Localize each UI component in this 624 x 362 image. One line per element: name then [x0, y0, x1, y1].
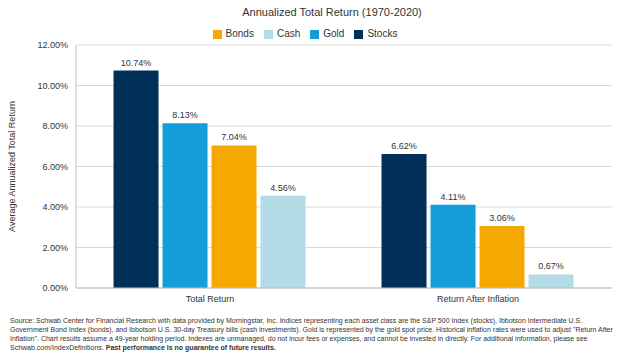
svg-text:10.74%: 10.74%: [121, 58, 152, 68]
svg-text:4.56%: 4.56%: [270, 183, 296, 193]
svg-text:4.00%: 4.00%: [42, 202, 68, 212]
html-text:Cash: Cash: [276, 28, 301, 39]
svg-text:8.00%: 8.00%: [42, 121, 68, 131]
svg-text:6.62%: 6.62%: [391, 141, 417, 151]
svg-text:6.00%: 6.00%: [42, 162, 68, 172]
svg-text:8.13%: 8.13%: [172, 110, 198, 120]
svg-text:12.00%: 12.00%: [37, 40, 68, 50]
svg-text:7.04%: 7.04%: [221, 132, 247, 142]
svg-text:4.11%: 4.11%: [441, 192, 466, 202]
html-text:Annualized Total Return (1970-: Annualized Total Return (1970-2020): [242, 6, 422, 18]
svg-text:Average Annualized Total Retur: Average Annualized Total Return: [8, 101, 17, 232]
svg-text:0.00%: 0.00%: [42, 283, 68, 293]
svg-text:0.67%: 0.67%: [538, 261, 564, 271]
html-text:Source: Schwab Center for Fina: Source: Schwab Center for Financial Rese…: [10, 317, 613, 351]
svg-text:Total Return: Total Return: [186, 294, 235, 304]
html-text:Stocks: Stocks: [367, 28, 398, 39]
svg-text:2.00%: 2.00%: [42, 243, 68, 253]
svg-text:3.06%: 3.06%: [489, 213, 515, 223]
svg-text:Return After Inflation: Return After Inflation: [437, 294, 519, 304]
html-text:Bonds: Bonds: [225, 28, 254, 39]
html-text:Gold: Gold: [323, 28, 345, 39]
svg-text:10.00%: 10.00%: [37, 81, 68, 91]
